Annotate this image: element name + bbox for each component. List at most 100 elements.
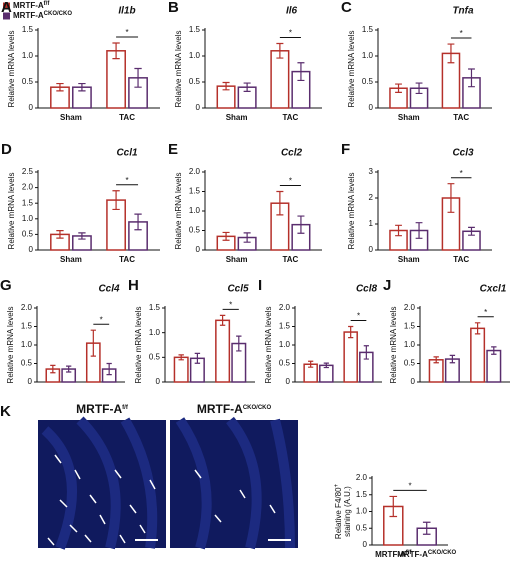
significance-label: *: [125, 28, 128, 37]
significance-label: *: [289, 177, 292, 186]
error-bar: [134, 213, 142, 231]
error-bar: [389, 495, 398, 518]
label-text: MRTF-A: [197, 402, 243, 416]
y-axis-label: Relative mRNA levels: [264, 307, 273, 384]
x-tick-label: Sham: [226, 113, 248, 122]
y-tick-label: 0.5: [362, 77, 374, 86]
y-tick-label: 1.0: [189, 206, 201, 215]
y-tick-label: 1.5: [356, 490, 368, 499]
y-tick-label: 1.0: [356, 507, 368, 516]
panel-letter: H: [128, 277, 139, 294]
error-bar: [415, 222, 423, 239]
y-axis-label: Relative mRNA levels: [7, 173, 16, 250]
chart-title: Ccl8: [356, 284, 378, 295]
significance-label: *: [460, 29, 463, 38]
significance-label: *: [125, 176, 128, 185]
y-tick-label: 0: [28, 377, 33, 386]
y-tick-label: 2.5: [22, 167, 34, 176]
x-tick-label: TAC: [119, 255, 135, 264]
x-tick-label: TAC: [282, 255, 298, 264]
y-tick-label: 1.0: [149, 328, 161, 337]
y-tick-label: 1.0: [189, 51, 201, 60]
error-bar: [112, 190, 120, 211]
panel-letter: F: [341, 141, 350, 158]
bar: [106, 50, 126, 109]
y-tick-label: 0.5: [22, 230, 34, 239]
y-tick-label: 1.0: [21, 340, 33, 349]
significance-label: *: [357, 312, 360, 321]
y-tick-label: 0: [369, 245, 374, 254]
y-tick-label: 1.5: [189, 25, 201, 34]
error-bar: [449, 354, 456, 364]
y-tick-label: 3: [369, 167, 374, 176]
y-tick-label: 1.5: [22, 198, 34, 207]
x-tick-label: Sham: [60, 113, 82, 122]
significance-label: *: [100, 315, 103, 324]
y-tick-label: 1.0: [404, 340, 416, 349]
label-sup: CKO/CKO: [243, 405, 272, 411]
y-tick-label: 0: [363, 540, 368, 549]
error-bar: [276, 42, 284, 59]
y-axis-label: Relative mRNA levels: [347, 31, 356, 108]
label-text: MRTF-A: [76, 402, 122, 416]
chart-title: Tnfa: [452, 6, 474, 17]
error-bar: [78, 82, 86, 92]
x-tick-label: Sham: [226, 255, 248, 264]
error-bar: [106, 362, 112, 376]
error-bar: [447, 43, 455, 64]
error-bar: [297, 62, 305, 82]
y-tick-label: 0: [196, 103, 201, 112]
y-axis-label: Relative mRNA levels: [6, 307, 15, 384]
error-bar: [56, 82, 64, 92]
error-bar: [491, 346, 497, 355]
y-tick-label: 1.0: [362, 51, 374, 60]
panel-letter: G: [0, 277, 12, 294]
y-axis-label: Relative mRNA levels: [389, 307, 398, 384]
y-tick-label: 2.0: [189, 167, 201, 176]
y-tick-label: 1.5: [362, 25, 374, 34]
label-sup: CKO/CKO: [428, 550, 457, 556]
bar: [270, 50, 290, 109]
legend-swatch: [3, 2, 10, 10]
y-tick-label: 2.0: [356, 473, 368, 482]
y-axis-label: staining (A.U.): [343, 486, 352, 537]
y-tick-label: 1.5: [279, 322, 291, 331]
bar: [215, 319, 231, 383]
y-tick-label: 0.5: [22, 77, 34, 86]
error-bar: [468, 68, 475, 88]
y-tick-label: 0: [156, 377, 161, 386]
bar: [486, 349, 502, 383]
label-text: MRTF-A: [375, 550, 406, 559]
error-bar: [276, 190, 284, 216]
arrows: [194, 469, 276, 523]
label-text: Relative F4/80: [334, 487, 343, 539]
y-tick-label: 0: [411, 377, 416, 386]
panel-letter: B: [168, 0, 179, 16]
label-sup: CKO/CKO: [44, 11, 73, 17]
panel-letter: E: [168, 141, 178, 158]
chart-title: Ccl1: [116, 148, 138, 159]
error-bar: [468, 226, 475, 236]
error-bar: [308, 360, 314, 368]
error-bar: [243, 82, 251, 92]
error-bar: [422, 521, 431, 535]
x-tick-label: TAC: [119, 113, 135, 122]
y-tick-label: 2.0: [279, 303, 291, 312]
x-tick-label: TAC: [453, 255, 469, 264]
y-axis-label: Relative F4/80+: [334, 483, 344, 539]
y-tick-label: 0.5: [356, 523, 368, 532]
error-bar: [243, 232, 251, 243]
label-sup: f/f: [44, 1, 51, 7]
chart-title: Il6: [286, 6, 298, 17]
label-text: MRTF-A: [13, 1, 44, 10]
chart-title: Il1b: [118, 6, 135, 17]
error-bar: [348, 325, 354, 339]
tissue: [175, 416, 295, 550]
error-bar: [178, 354, 184, 361]
y-tick-label: 1.0: [22, 51, 34, 60]
chart-title: Ccl4: [98, 284, 120, 295]
micrograph-ff: [38, 416, 166, 550]
chart-title: Ccl5: [227, 284, 249, 295]
significance-label: *: [484, 308, 487, 317]
x-tick-label: Sham: [398, 113, 420, 122]
